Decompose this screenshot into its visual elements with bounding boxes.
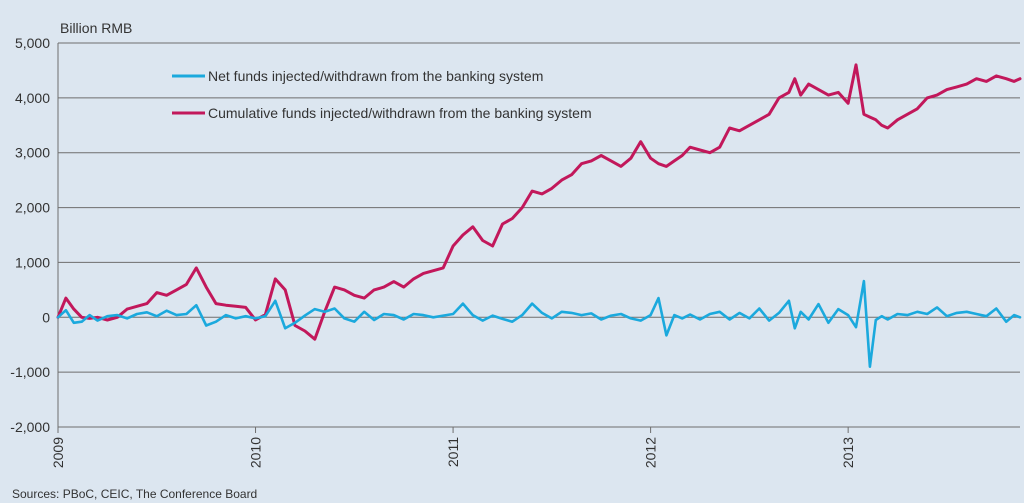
x-tick-label: 2012 — [643, 437, 659, 468]
y-tick-label: 2,000 — [15, 200, 50, 216]
x-tick-label: 2013 — [840, 437, 856, 468]
unit-label: Billion RMB — [60, 20, 132, 36]
y-tick-label: 0 — [42, 309, 50, 325]
y-tick-label: -2,000 — [10, 419, 50, 435]
y-tick-label: 1,000 — [15, 254, 50, 270]
y-tick-label: 5,000 — [15, 35, 50, 51]
legend: Net funds injected/withdrawn from the ba… — [172, 68, 592, 121]
gridlines — [57, 42, 1020, 428]
y-axis-ticks: -2,000 -1,000 0 1,000 2,000 3,000 4,000 5,000 — [10, 35, 50, 435]
x-tick-label: 2010 — [248, 437, 264, 468]
y-tick-label: -1,000 — [10, 364, 50, 380]
cumulative-series-line — [56, 63, 1022, 341]
legend-label: Net funds injected/withdrawn from the ba… — [208, 68, 543, 84]
x-axis-ticks: 2009 2010 2011 2012 2013 — [50, 427, 856, 468]
x-tick-label: 2009 — [50, 437, 66, 468]
series-lines — [56, 63, 1022, 369]
source-note: Sources: PBoC, CEIC, The Conference Boar… — [12, 487, 257, 501]
legend-label: Cumulative funds injected/withdrawn from… — [208, 105, 592, 121]
y-tick-label: 3,000 — [15, 145, 50, 161]
x-tick-label: 2011 — [445, 437, 461, 467]
net-series-line — [56, 279, 1022, 369]
y-tick-label: 4,000 — [15, 90, 50, 106]
